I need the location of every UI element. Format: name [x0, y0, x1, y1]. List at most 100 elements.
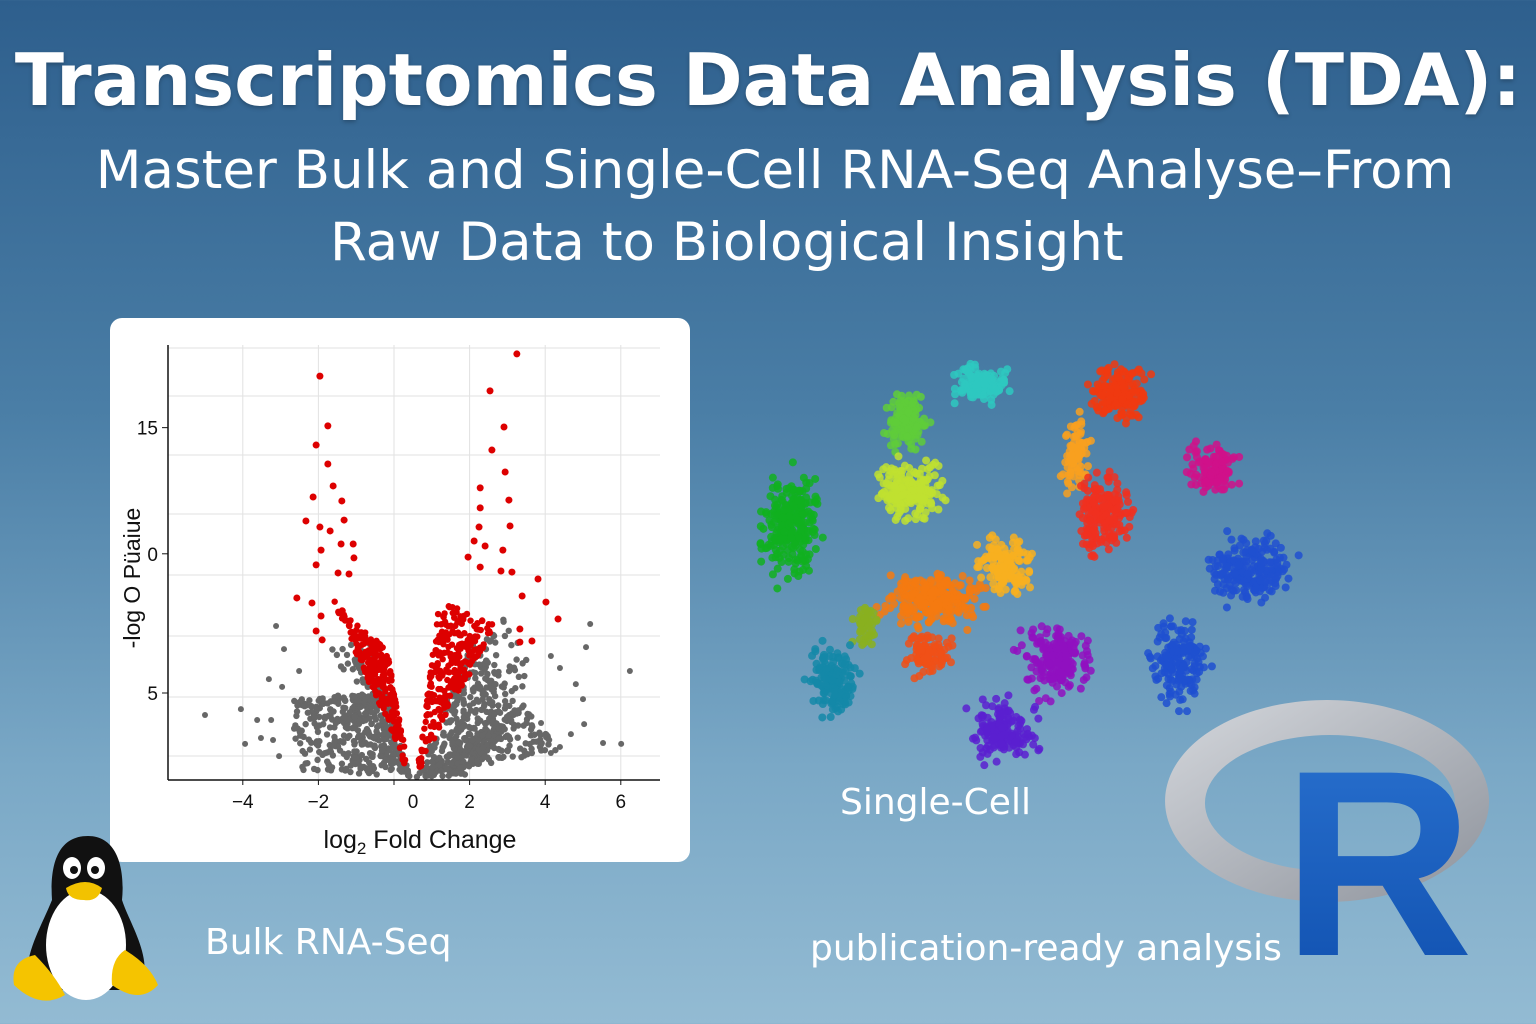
data-point [431, 662, 438, 670]
significant-point [500, 423, 508, 431]
cell-point [892, 475, 901, 484]
data-point [292, 735, 299, 742]
cell-point [917, 437, 926, 446]
data-point [488, 685, 495, 693]
cell-point [916, 505, 925, 514]
significant-point [312, 627, 320, 635]
data-point [509, 697, 516, 705]
data-point [486, 638, 494, 645]
data-point [386, 684, 394, 692]
cell-point [883, 429, 892, 438]
cell-point [996, 367, 1005, 376]
data-point [372, 648, 379, 655]
cell-point [879, 465, 888, 474]
data-point [337, 738, 344, 745]
data-point [369, 678, 377, 685]
significant-point [554, 615, 562, 623]
data-point [466, 742, 474, 749]
cell-point [905, 494, 914, 503]
data-point [519, 660, 526, 667]
significant-point [528, 637, 536, 645]
significant-point [309, 493, 317, 501]
nonsignificant-point [547, 750, 554, 757]
data-point [395, 722, 402, 729]
data-point [316, 738, 323, 745]
data-point [426, 682, 434, 690]
data-point [474, 719, 481, 727]
cell-point [811, 474, 820, 483]
cell-point [922, 456, 931, 465]
data-point [446, 751, 453, 758]
data-point [483, 657, 490, 665]
cell-point [893, 439, 902, 448]
data-point [373, 707, 380, 714]
data-point [302, 720, 309, 728]
page-title: Transcriptomics Data Analysis (TDA): [14, 38, 1522, 122]
data-point [423, 702, 430, 710]
data-point [343, 723, 350, 730]
data-point [388, 708, 396, 716]
data-point [495, 702, 502, 709]
data-point [476, 661, 483, 668]
data-point [379, 680, 387, 687]
cell-point [794, 572, 803, 581]
nonsignificant-point [600, 740, 607, 747]
data-point [416, 759, 423, 766]
data-point [368, 670, 375, 678]
significant-point [476, 484, 484, 492]
nonsignificant-point [556, 743, 563, 750]
data-point [500, 616, 507, 623]
data-point [507, 716, 515, 724]
cell-point [890, 465, 899, 474]
data-point [473, 758, 481, 765]
data-point [323, 731, 331, 738]
significant-point [350, 554, 358, 562]
data-point [501, 697, 509, 705]
cell-point [788, 458, 797, 467]
data-point [449, 739, 456, 746]
data-point [502, 702, 509, 709]
cell-point [902, 487, 911, 496]
data-point [461, 673, 468, 680]
data-point [471, 646, 478, 654]
cell-point [934, 505, 943, 514]
cell-point [893, 390, 902, 399]
data-point [457, 764, 464, 771]
x-axis-label: log2 Fold Change [324, 826, 517, 858]
single-cell-label: Single-Cell [840, 782, 1031, 823]
data-point [314, 766, 321, 774]
data-point [496, 746, 503, 754]
cell-point [919, 476, 928, 485]
nonsignificant-point [273, 623, 280, 630]
data-point [545, 736, 553, 744]
data-point [423, 764, 430, 771]
significant-point [329, 482, 337, 490]
data-point [474, 652, 481, 660]
significant-point [337, 540, 345, 548]
significant-point [302, 517, 310, 525]
x-tick-label: −2 [308, 792, 330, 813]
data-point [495, 735, 502, 742]
data-point [352, 634, 359, 641]
cell-point [901, 516, 910, 525]
data-point [474, 730, 481, 737]
data-point [509, 753, 516, 760]
data-point [501, 690, 509, 698]
data-point [376, 691, 383, 698]
data-point [468, 755, 475, 763]
data-point [479, 696, 486, 703]
data-point [522, 740, 529, 747]
data-point [457, 770, 465, 777]
data-point [504, 732, 511, 739]
data-point [380, 730, 388, 737]
data-point [445, 772, 452, 779]
significant-point [312, 561, 320, 569]
data-point [542, 730, 549, 738]
data-point [431, 741, 438, 749]
data-point [296, 728, 304, 736]
data-point [481, 720, 489, 727]
data-point [491, 661, 498, 669]
data-point [371, 733, 378, 740]
data-point [428, 758, 436, 766]
